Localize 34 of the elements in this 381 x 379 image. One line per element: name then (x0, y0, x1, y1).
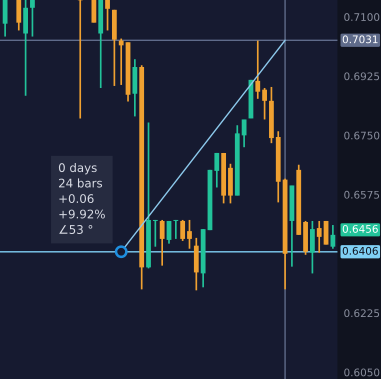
candlestick (214, 152, 220, 188)
candlestick (16, 0, 22, 32)
candlestick (2, 0, 8, 38)
candlestick (310, 220, 315, 274)
candlestick (105, 0, 110, 32)
y-tick-label: 0.6050 (344, 368, 380, 376)
y-tick-label: 0.6575 (344, 190, 380, 199)
y-tick-label: 0.7100 (344, 13, 380, 22)
candlestick (255, 40, 260, 100)
candlestick (180, 219, 186, 242)
candlestick (262, 87, 267, 120)
y-tick-label: 0.6750 (344, 132, 380, 140)
y-tick-label: 0.6925 (344, 72, 380, 80)
candlestick (160, 219, 165, 266)
annotation: +0.06 (59, 194, 94, 204)
candlestick (173, 219, 178, 240)
candlestick (152, 219, 158, 248)
candlestick (166, 220, 172, 244)
y-tick-label: 0.6225 (344, 309, 380, 318)
annotation: +9.92% (59, 210, 105, 218)
ref-line-label: 0.7031 (342, 35, 378, 44)
candlestick (187, 219, 192, 250)
annotation: 0 days (58, 162, 97, 174)
candlestick (30, 0, 35, 38)
candlestick (330, 224, 336, 250)
candlestick (78, 0, 83, 120)
candlestick (92, 0, 96, 24)
annotation: 24 bars (59, 178, 102, 188)
candlestick (316, 220, 322, 254)
ref-line-label: 0.6406 (342, 246, 378, 255)
candlestick (118, 38, 124, 86)
text: 0.6456 (342, 224, 378, 233)
annotation: ∠53 ° (59, 225, 92, 234)
candlestick (242, 118, 246, 148)
